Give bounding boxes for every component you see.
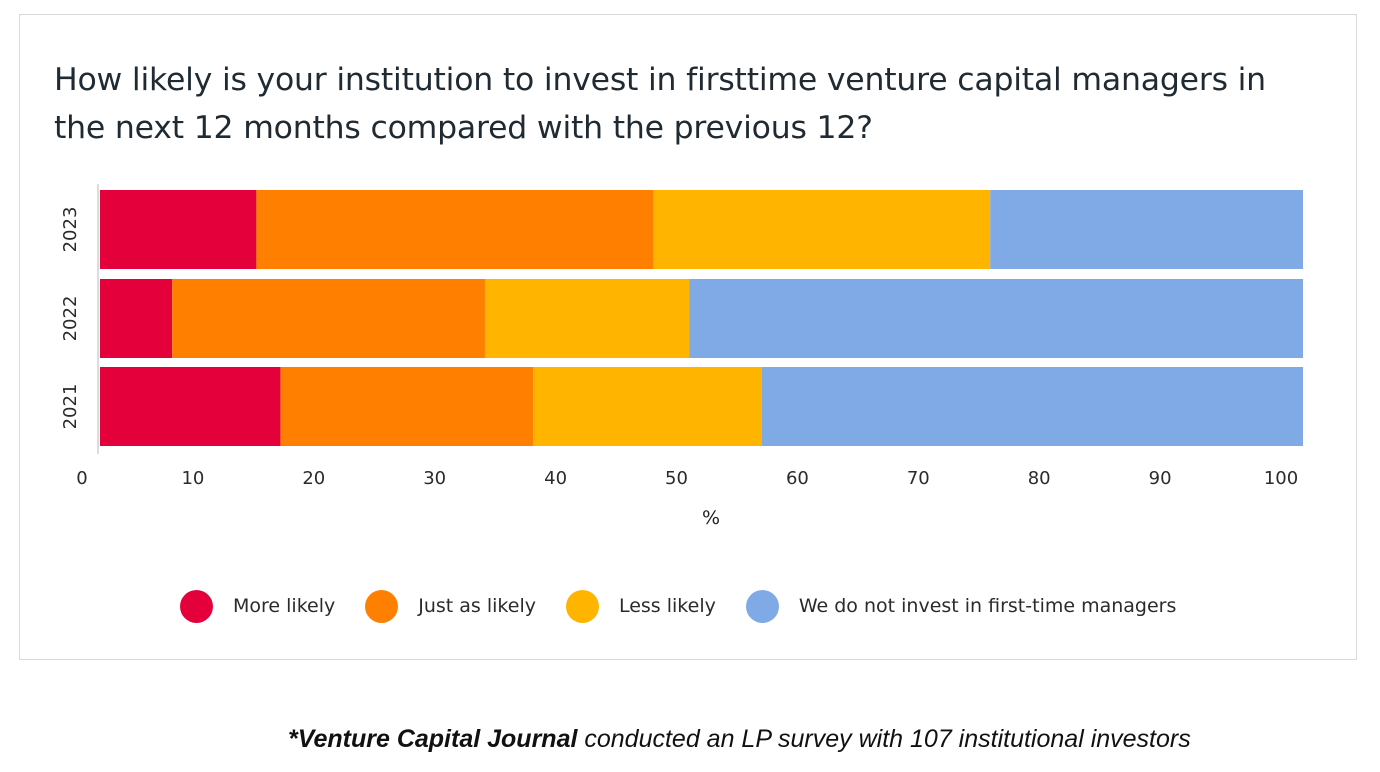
legend-label: Less likely: [618, 595, 716, 617]
legend-item: We do not invest in first-time managers: [745, 589, 1177, 623]
bars-group: [100, 190, 1303, 446]
footnote-text: conducted an LP survey with 107 institut…: [577, 725, 1191, 753]
legend-item: More likely: [180, 589, 336, 623]
x-tick-label: 60: [786, 468, 809, 489]
x-axis-label: %: [702, 507, 720, 529]
x-tick-label: 40: [544, 468, 567, 489]
bar-segment-2023-0: [100, 190, 257, 269]
bar-segment-2021-1: [280, 367, 534, 446]
x-tick-label: 100: [1264, 468, 1298, 489]
footnote-source: *Venture Capital Journal: [288, 725, 578, 753]
y-tick-label: 2022: [60, 296, 81, 342]
x-tick-label: 0: [76, 468, 87, 489]
chart-title: How likely is your institution to invest…: [54, 62, 1266, 146]
legend-swatch: [745, 589, 779, 623]
x-tick-labels: 0 10 20 30 40 50 60 70 80 90 100: [76, 468, 1298, 489]
bar-segment-2021-3: [761, 367, 1303, 446]
y-tick-label: 2021: [60, 384, 81, 430]
bar-segment-2021-0: [100, 367, 281, 446]
legend-swatch: [365, 589, 399, 623]
bar-segment-2022-3: [689, 279, 1303, 358]
x-tick-label: 80: [1028, 468, 1051, 489]
bar-segment-2022-0: [100, 279, 173, 358]
legend: More likely Just as likely Less likely We d…: [180, 588, 1206, 624]
legend-swatch: [180, 589, 213, 623]
legend-swatch: [565, 589, 599, 623]
y-tick-label: 2023: [60, 207, 81, 253]
x-tick-label: 30: [423, 468, 446, 489]
bar-segment-2023-1: [256, 190, 654, 269]
bar-segment-2023-3: [990, 190, 1303, 269]
legend-label: More likely: [233, 595, 336, 617]
bar-segment-2023-2: [653, 190, 991, 269]
y-tick-labels: 2023 2022 2021: [60, 207, 81, 430]
footnote: *Venture Capital Journal conducted an LP…: [288, 725, 1191, 754]
x-tick-label: 50: [665, 468, 688, 489]
legend-item: Less likely: [565, 589, 716, 623]
legend-label: We do not invest in first-time managers: [798, 595, 1177, 617]
bar-segment-2022-1: [172, 279, 485, 358]
x-tick-label: 90: [1149, 468, 1172, 489]
legend-label: Just as likely: [418, 595, 536, 617]
bar-segment-2022-2: [484, 279, 690, 358]
bar-segment-2021-2: [533, 367, 762, 446]
x-tick-label: 10: [181, 468, 204, 489]
x-tick-label: 20: [302, 468, 325, 489]
legend-item: Just as likely: [365, 589, 536, 623]
x-tick-label: 70: [907, 468, 930, 489]
